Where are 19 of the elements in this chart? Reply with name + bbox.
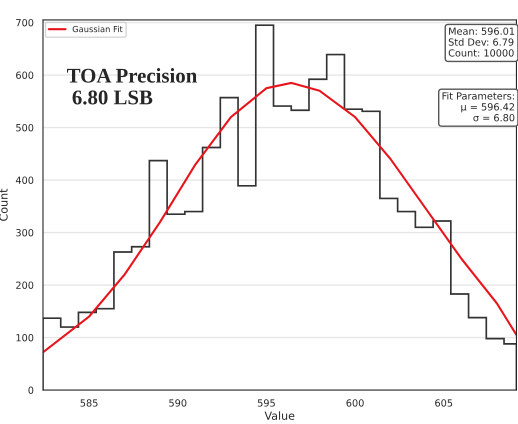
annotation: TOA Precision 6.80 LSB bbox=[66, 68, 197, 105]
y-tick-label: 300 bbox=[16, 229, 34, 236]
x-tick-label: 590 bbox=[169, 399, 186, 407]
y-tick-label: 0 bbox=[28, 386, 34, 394]
annotation: Mean: 596.01 Std Dev: 6.79 Count: 10000 bbox=[448, 28, 514, 57]
x-tick-label: 600 bbox=[346, 399, 364, 407]
y-tick-label: 400 bbox=[16, 176, 34, 184]
x-tick-label: 605 bbox=[435, 399, 452, 407]
y-tick-label: 700 bbox=[16, 19, 34, 26]
x-tick-label: 595 bbox=[258, 399, 275, 407]
line-series bbox=[42, 82, 516, 354]
x-axis-title: Value bbox=[264, 411, 294, 420]
y-tick-label: 200 bbox=[16, 282, 34, 289]
y-tick-label: 500 bbox=[16, 124, 34, 132]
x-tick-label: 585 bbox=[80, 399, 98, 407]
y-tick-label: 600 bbox=[16, 72, 34, 79]
legend-label: Gaussian Fit bbox=[72, 26, 123, 32]
y-tick-label: 100 bbox=[16, 334, 34, 342]
annotation: Fit Parameters: μ = 596.42 σ = 6.80 bbox=[442, 92, 514, 122]
